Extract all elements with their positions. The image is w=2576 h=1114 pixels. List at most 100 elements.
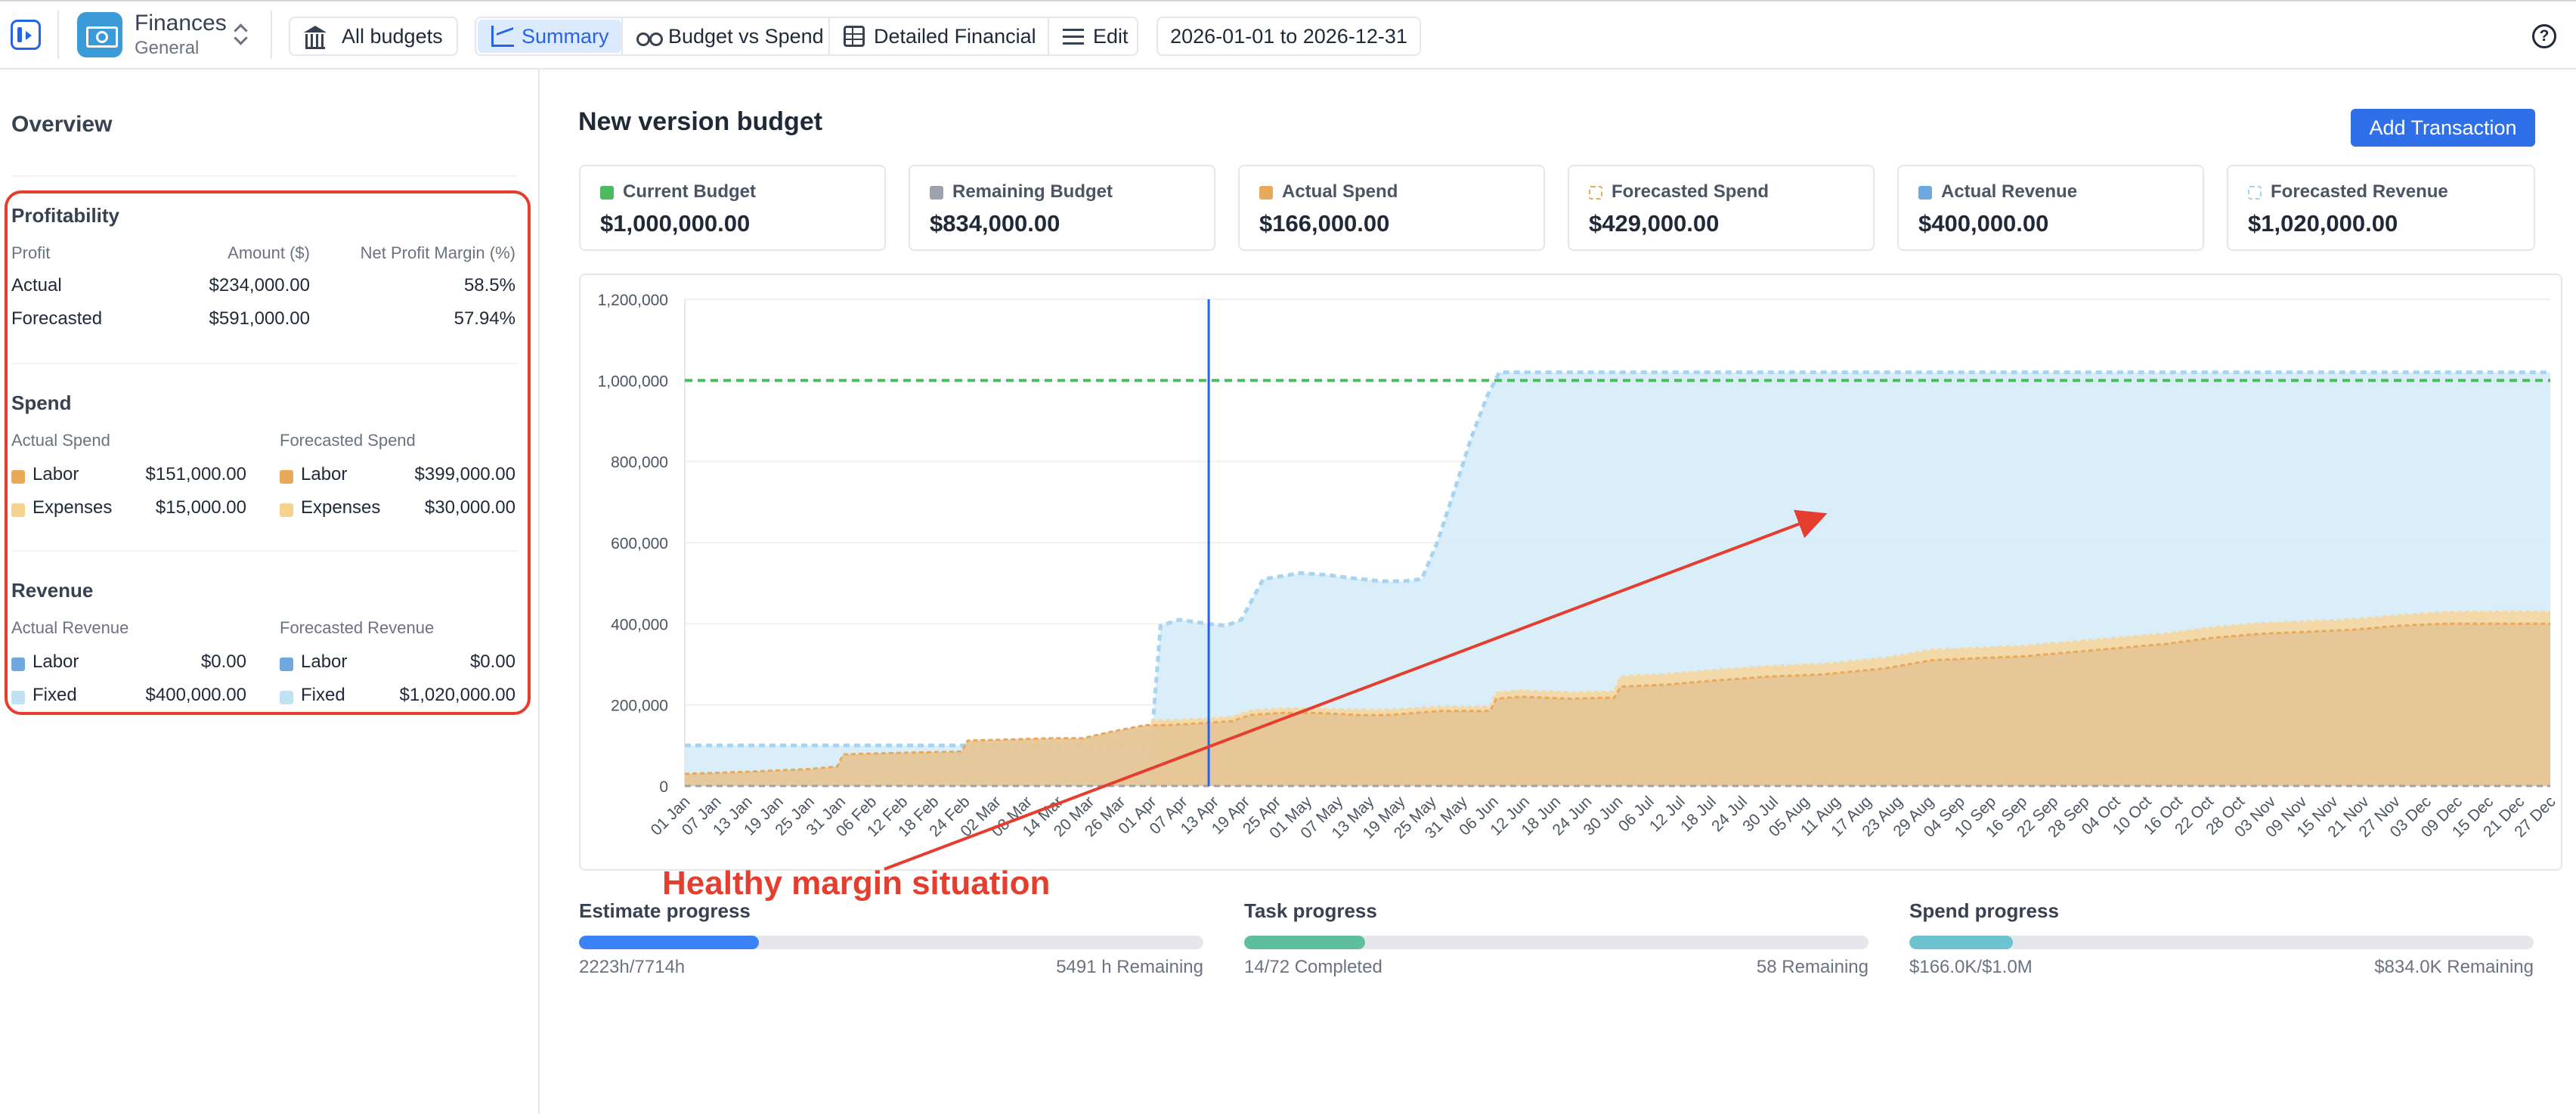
tab-budget-vs-spend[interactable]: Budget vs Spend (623, 20, 827, 53)
kpi-label: Actual Revenue (1941, 181, 2078, 202)
revenue-line (685, 370, 2550, 747)
labor-swatch (280, 470, 293, 484)
profit-row-label: Forecasted (11, 308, 103, 329)
kpi-card-forecasted-spend: Forecasted Spend $429,000.00 (1568, 165, 1875, 251)
labor-swatch (280, 658, 293, 671)
revenue-item-value: $1,020,000.00 (399, 685, 516, 705)
y-tick-label: 400,000 (611, 616, 668, 633)
divider (828, 18, 830, 54)
y-tick-label: 1,000,000 (598, 373, 668, 390)
all-budgets-label: All budgets (342, 24, 443, 48)
date-range-picker[interactable]: 2026-01-01 to 2026-12-31 (1156, 17, 1421, 56)
remaining-budget-swatch (930, 186, 943, 200)
spend-item-value: $15,000.00 (155, 497, 246, 518)
budget-chart: 0 200,000 400,000 600,000 800,000 1,000,000 1,… (579, 274, 2562, 871)
revenue-item-label: Labor (33, 651, 79, 672)
spend-progress-remaining: $834.0K Remaining (2374, 957, 2534, 977)
progress-fill (1244, 936, 1366, 949)
divider (57, 11, 59, 59)
estimate-progress-value: 2223h/7714h (579, 957, 686, 977)
estimate-progress-remaining: 5491 h Remaining (1056, 957, 1203, 977)
task-progress-remaining: 58 Remaining (1756, 957, 1869, 977)
view-tabs: Summary Budget vs Spend Detailed Financi… (475, 17, 1138, 56)
expenses-swatch (280, 503, 293, 517)
app-switcher-chevron-icon[interactable] (231, 20, 249, 50)
divider (1048, 18, 1049, 54)
kpi-card-current-budget: Current Budget $1,000,000.00 (579, 165, 886, 251)
tab-label: Edit (1093, 24, 1129, 48)
column-header: Amount ($) (228, 243, 310, 262)
chart-line-icon (491, 26, 514, 47)
overview-panel: Overview Profitability Profit Amount ($)… (0, 70, 540, 1114)
kpi-value: $166,000.00 (1259, 210, 1390, 237)
kpi-label: Current Budget (623, 181, 756, 202)
tab-detailed-financial[interactable]: Detailed Financial (830, 20, 1039, 53)
y-tick-label: 0 (659, 778, 668, 796)
current-budget-swatch (600, 186, 614, 200)
y-tick-label: 800,000 (611, 454, 668, 472)
kpi-value: $429,000.00 (1589, 210, 1720, 237)
profit-margin: 57.94% (454, 308, 516, 329)
spend-progress-value: $166.0K/$1.0M (1909, 957, 2033, 977)
forecasted-revenue-header: Forecasted Revenue (280, 618, 435, 637)
revenue-item-label: Fixed (301, 685, 345, 705)
kpi-value: $1,020,000.00 (2248, 210, 2398, 237)
forecast-spend-line (1150, 610, 2550, 723)
add-transaction-button[interactable]: Add Transaction (2351, 109, 2535, 147)
spend-item-label: Labor (33, 464, 79, 484)
profitability-title: Profitability (11, 204, 120, 227)
revenue-item-value: $0.00 (200, 651, 246, 672)
spend-item-label: Expenses (301, 497, 381, 518)
tab-edit[interactable]: Edit (1049, 20, 1135, 53)
column-header: Net Profit Margin (%) (360, 243, 516, 262)
profit-row-label: Actual (11, 275, 62, 296)
tab-label: Summary (522, 24, 609, 48)
expenses-swatch (11, 503, 25, 517)
top-border (0, 0, 2576, 2)
labor-swatch (11, 658, 25, 671)
divider (11, 175, 518, 177)
kpi-value: $834,000.00 (930, 210, 1060, 237)
kpi-label: Actual Spend (1282, 181, 1398, 202)
revenue-item-label: Labor (301, 651, 348, 672)
revenue-title: Revenue (11, 579, 94, 602)
annotation-arrow-icon (884, 509, 1828, 871)
table-icon (844, 26, 865, 47)
kpi-label: Forecasted Spend (1612, 181, 1769, 202)
top-bar: Finances General All budgets Summary Bud… (0, 0, 2576, 70)
spend-title: Spend (11, 391, 72, 414)
spend-item-value: $30,000.00 (424, 497, 516, 518)
y-tick-label: 600,000 (611, 535, 668, 552)
spend-item-label: Expenses (33, 497, 113, 518)
revenue-item-label: Fixed (33, 685, 77, 705)
tab-label: Budget vs Spend (668, 24, 824, 48)
labor-swatch (11, 470, 25, 484)
all-budgets-button[interactable]: All budgets (289, 17, 458, 56)
y-tick-label: 1,200,000 (598, 292, 668, 309)
help-icon[interactable]: ? (2532, 24, 2556, 48)
actual-revenue-swatch (1918, 186, 1932, 200)
sidebar-toggle-icon[interactable] (11, 20, 41, 50)
scale-icon (636, 26, 663, 46)
revenue-item-value: $400,000.00 (145, 685, 246, 705)
forecasted-spend-header: Forecasted Spend (280, 431, 416, 450)
actual-spend-header: Actual Spend (11, 431, 110, 450)
estimate-progress-title: Estimate progress (579, 899, 751, 922)
kpi-value: $400,000.00 (1918, 210, 2049, 237)
divider (11, 550, 518, 552)
divider (271, 11, 272, 59)
chart-svg: 0 200,000 400,000 600,000 800,000 1,000,000 1,… (598, 292, 2559, 842)
divider (621, 18, 623, 54)
progress-fill (579, 936, 759, 949)
forecasted-spend-swatch (1589, 186, 1602, 200)
actual-spend-swatch (1259, 186, 1273, 200)
spend-area (685, 624, 2550, 786)
budget-title: New version budget (578, 107, 823, 136)
spend-progress-bar (1909, 936, 2534, 949)
tab-summary[interactable]: Summary (478, 20, 621, 53)
bank-icon (304, 26, 327, 49)
task-progress-title: Task progress (1244, 899, 1377, 922)
revenue-item-value: $0.00 (469, 651, 516, 672)
actual-revenue-header: Actual Revenue (11, 618, 129, 637)
fixed-swatch (280, 691, 293, 704)
